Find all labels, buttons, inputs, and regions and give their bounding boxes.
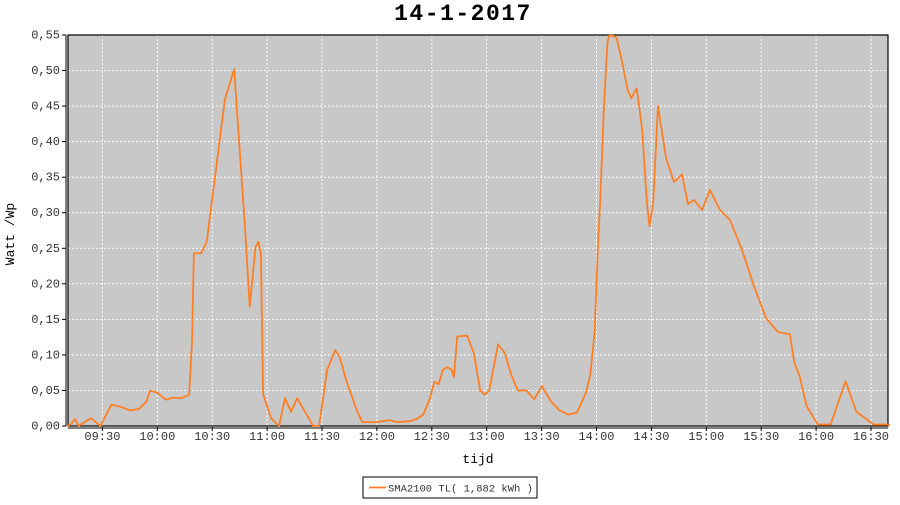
svg-text:10:30: 10:30 bbox=[194, 430, 230, 444]
svg-text:0,20: 0,20 bbox=[31, 277, 60, 291]
svg-text:0,40: 0,40 bbox=[31, 135, 60, 149]
svg-text:14:00: 14:00 bbox=[578, 430, 614, 444]
svg-text:15:00: 15:00 bbox=[688, 430, 724, 444]
svg-text:0,00: 0,00 bbox=[31, 420, 60, 434]
svg-text:11:30: 11:30 bbox=[304, 430, 340, 444]
svg-text:Watt /Wp: Watt /Wp bbox=[3, 203, 18, 265]
svg-text:0,05: 0,05 bbox=[31, 384, 60, 398]
svg-text:14-1-2017: 14-1-2017 bbox=[394, 1, 532, 27]
svg-text:12:30: 12:30 bbox=[414, 430, 450, 444]
svg-text:15:30: 15:30 bbox=[743, 430, 779, 444]
svg-text:0,30: 0,30 bbox=[31, 206, 60, 220]
svg-text:09:30: 09:30 bbox=[84, 430, 120, 444]
svg-text:0,55: 0,55 bbox=[31, 29, 60, 43]
svg-text:0,50: 0,50 bbox=[31, 64, 60, 78]
svg-text:0,35: 0,35 bbox=[31, 171, 60, 185]
svg-text:13:30: 13:30 bbox=[524, 430, 560, 444]
svg-text:13:00: 13:00 bbox=[469, 430, 505, 444]
svg-text:0,25: 0,25 bbox=[31, 242, 60, 256]
svg-text:SMA2100 TL( 1,882 kWh ): SMA2100 TL( 1,882 kWh ) bbox=[388, 484, 533, 496]
svg-text:16:30: 16:30 bbox=[853, 430, 889, 444]
svg-text:0,15: 0,15 bbox=[31, 313, 60, 327]
svg-text:12:00: 12:00 bbox=[359, 430, 395, 444]
svg-text:16:00: 16:00 bbox=[798, 430, 834, 444]
svg-text:14:30: 14:30 bbox=[633, 430, 669, 444]
svg-text:11:00: 11:00 bbox=[249, 430, 285, 444]
svg-text:0,10: 0,10 bbox=[31, 348, 60, 362]
svg-text:10:00: 10:00 bbox=[139, 430, 175, 444]
svg-text:tijd: tijd bbox=[462, 452, 493, 467]
svg-text:0,45: 0,45 bbox=[31, 100, 60, 114]
